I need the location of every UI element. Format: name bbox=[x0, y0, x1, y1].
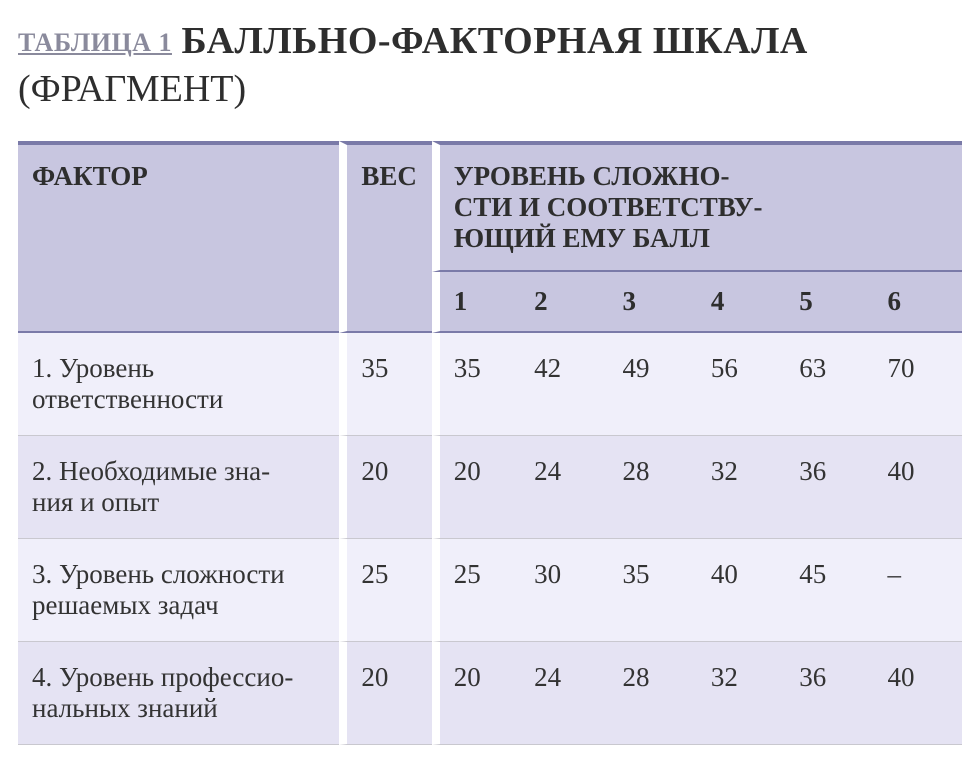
table-heading: ТАБЛИЦА 1 БАЛЛЬНО-ФАКТОРНАЯ ШКАЛА (ФРАГМ… bbox=[18, 18, 962, 113]
cell-level: 32 bbox=[697, 436, 785, 539]
cell-level: 20 bbox=[432, 436, 520, 539]
cell-weight: 25 bbox=[339, 539, 431, 642]
cell-level: 28 bbox=[608, 436, 696, 539]
cell-level: 20 bbox=[432, 642, 520, 745]
cell-level: 28 bbox=[608, 642, 696, 745]
cell-factor: 4. Уровень профессио-нальных знаний bbox=[18, 642, 339, 745]
cell-level: 35 bbox=[608, 539, 696, 642]
cell-level: 70 bbox=[874, 333, 962, 436]
level-num: 4 bbox=[697, 272, 785, 333]
cell-level: 24 bbox=[520, 436, 608, 539]
table-row: 3. Уровень сложности решаемых задач 25 2… bbox=[18, 539, 962, 642]
cell-level: 49 bbox=[608, 333, 696, 436]
cell-level: 36 bbox=[785, 436, 873, 539]
cell-weight: 20 bbox=[339, 436, 431, 539]
table-body: 1. Уровень ответственности 35 35 42 49 5… bbox=[18, 333, 962, 745]
cell-level: 36 bbox=[785, 642, 873, 745]
cell-level: 40 bbox=[874, 436, 962, 539]
cell-level: 32 bbox=[697, 642, 785, 745]
level-num: 5 bbox=[785, 272, 873, 333]
cell-level: 40 bbox=[697, 539, 785, 642]
cell-level: 35 bbox=[432, 333, 520, 436]
table-number-label: ТАБЛИЦА 1 bbox=[18, 28, 172, 57]
cell-level: 40 bbox=[874, 642, 962, 745]
cell-level: 63 bbox=[785, 333, 873, 436]
cell-weight: 20 bbox=[339, 642, 431, 745]
cell-factor: 1. Уровень ответственности bbox=[18, 333, 339, 436]
cell-level: 24 bbox=[520, 642, 608, 745]
table-row: 2. Необходимые зна-ния и опыт 20 20 24 2… bbox=[18, 436, 962, 539]
col-header-weight: ВЕС bbox=[339, 141, 431, 333]
table-row: 4. Уровень профессио-нальных знаний 20 2… bbox=[18, 642, 962, 745]
col-header-levels: УРОВЕНЬ СЛОЖНО-СТИ И СООТВЕТСТВУ-ЮЩИЙ ЕМ… bbox=[432, 141, 962, 272]
col-header-factor: ФАКТОР bbox=[18, 141, 339, 333]
cell-level: 45 bbox=[785, 539, 873, 642]
cell-factor: 2. Необходимые зна-ния и опыт bbox=[18, 436, 339, 539]
cell-level: 25 bbox=[432, 539, 520, 642]
cell-level: 30 bbox=[520, 539, 608, 642]
cell-weight: 35 bbox=[339, 333, 431, 436]
cell-factor: 3. Уровень сложности решаемых задач bbox=[18, 539, 339, 642]
table-title-light: (ФРАГМЕНТ) bbox=[18, 68, 246, 110]
level-num: 6 bbox=[874, 272, 962, 333]
cell-level: – bbox=[874, 539, 962, 642]
level-num: 3 bbox=[608, 272, 696, 333]
table-row: 1. Уровень ответственности 35 35 42 49 5… bbox=[18, 333, 962, 436]
level-num: 2 bbox=[520, 272, 608, 333]
level-num: 1 bbox=[432, 272, 520, 333]
cell-level: 56 bbox=[697, 333, 785, 436]
cell-level: 42 bbox=[520, 333, 608, 436]
table-title-strong: БАЛЛЬНО-ФАКТОРНАЯ ШКАЛА bbox=[181, 20, 807, 62]
factor-scale-table: ФАКТОР ВЕС УРОВЕНЬ СЛОЖНО-СТИ И СООТВЕТС… bbox=[18, 141, 962, 745]
